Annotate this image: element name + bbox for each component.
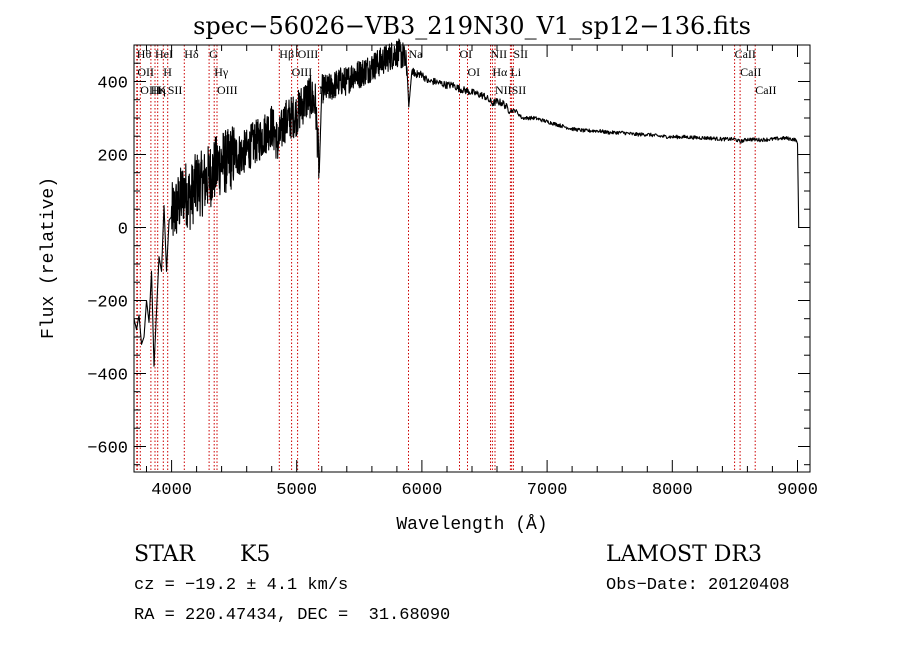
y-tick-label: 0: [118, 221, 128, 240]
line-label-4: HeI: [155, 47, 173, 61]
ra-dec-coords: RA = 220.47434, DEC = 31.68090: [134, 606, 450, 625]
x-tick-label: 9000: [777, 481, 818, 500]
y-tick-label: 400: [97, 75, 128, 94]
line-label-2: OIII: [140, 83, 161, 97]
redshift-cz: cz = −19.2 ± 4.1 km/s: [134, 576, 348, 595]
x-axis-ticks: 4000 5000 6000 7000 8000 9000: [146, 45, 818, 500]
line-label-13: OIII: [292, 65, 313, 79]
y-axis-label: Flux (relative): [39, 177, 59, 339]
y-axis-ticks: −600 −400 −200 0 200 400: [87, 44, 810, 466]
line-label-0: Hθ: [137, 47, 152, 61]
line-label-8: Hδ: [184, 47, 199, 61]
line-label-18: OI: [468, 65, 481, 79]
line-label-6: H: [163, 65, 172, 79]
line-label-9: G: [209, 47, 218, 61]
plot-frame: [133, 44, 811, 473]
x-tick-label: 8000: [652, 481, 693, 500]
obs-date: Obs−Date: 20120408: [606, 576, 790, 595]
y-tick-label: 200: [97, 148, 128, 167]
plot-axes: 4000 5000 6000 7000 8000 9000 −600 −400 −200 0 20…: [87, 44, 818, 500]
line-label-1: OII: [137, 65, 154, 79]
chart-title: spec−56026−VB3_219N30_V1_sp12−136.fits: [193, 12, 751, 40]
line-label-10: Hγ: [214, 65, 229, 79]
line-label-14: OIII: [298, 47, 319, 61]
line-label-26: CaII: [740, 65, 761, 79]
line-label-24: SII: [513, 47, 528, 61]
x-tick-label: 6000: [401, 481, 442, 500]
line-label-5: K: [158, 83, 167, 97]
x-axis-label: Wavelength (Å): [396, 514, 547, 535]
x-tick-label: 7000: [527, 481, 568, 500]
line-label-11: OIII: [217, 83, 238, 97]
line-label-20: Hα: [492, 65, 508, 79]
line-label-21: NII: [495, 83, 512, 97]
y-tick-label: −600: [87, 440, 128, 459]
line-label-12: Hβ: [279, 47, 294, 61]
series-line-spectrum: [133, 38, 800, 367]
object-class: STAR: [134, 542, 196, 567]
line-label-27: CaII: [755, 83, 776, 97]
line-label-22: Li: [510, 65, 521, 79]
line-label-3: Hη: [151, 83, 166, 97]
y-tick-label: −200: [87, 294, 128, 313]
spectrum-series: [133, 38, 800, 367]
y-tick-label: −400: [87, 367, 128, 386]
spectral-line-marks: [136, 45, 756, 472]
line-label-25: CaII: [735, 47, 756, 61]
line-label-17: OI: [460, 47, 473, 61]
survey-name: LAMOST DR3: [606, 542, 762, 567]
line-label-16: Na: [409, 47, 424, 61]
x-tick-label: 4000: [151, 481, 192, 500]
object-subclass: K5: [240, 542, 270, 567]
x-tick-label: 5000: [276, 481, 317, 500]
line-label-19: NII: [491, 47, 508, 61]
line-label-7: SII: [168, 83, 183, 97]
line-label-23: SII: [512, 83, 527, 97]
